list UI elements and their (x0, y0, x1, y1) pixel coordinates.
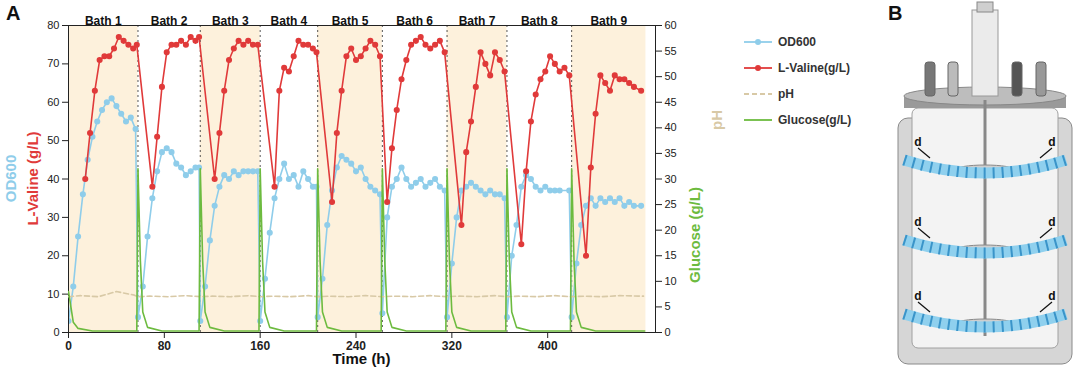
svg-text:30: 30 (665, 173, 677, 185)
svg-text:400: 400 (538, 339, 558, 353)
svg-text:Bath 6: Bath 6 (396, 14, 434, 28)
svg-text:70: 70 (47, 57, 59, 69)
svg-text:20: 20 (47, 249, 59, 261)
svg-text:80: 80 (47, 19, 59, 31)
svg-text:15: 15 (665, 249, 677, 261)
svg-text:d: d (1048, 289, 1055, 303)
svg-text:d: d (1048, 215, 1055, 229)
svg-text:Time (h): Time (h) (332, 350, 390, 367)
svg-text:Bath 8: Bath 8 (521, 14, 558, 28)
svg-text:Bath 4: Bath 4 (270, 14, 308, 28)
svg-text:d: d (914, 215, 921, 229)
svg-text:Bath 2: Bath 2 (150, 14, 188, 28)
svg-text:B: B (888, 2, 902, 24)
svg-text:25: 25 (665, 198, 677, 210)
svg-text:40: 40 (47, 173, 59, 185)
svg-text:60: 60 (47, 96, 59, 108)
svg-text:45: 45 (665, 96, 677, 108)
svg-text:0: 0 (665, 326, 671, 338)
svg-text:60: 60 (665, 19, 677, 31)
svg-text:10: 10 (47, 288, 59, 300)
svg-text:40: 40 (665, 121, 677, 133)
svg-text:80: 80 (158, 339, 172, 353)
svg-text:35: 35 (665, 147, 677, 159)
svg-text:Bath 7: Bath 7 (458, 14, 496, 28)
svg-text:Bath 5: Bath 5 (331, 14, 369, 28)
svg-text:0: 0 (53, 326, 59, 338)
svg-text:OD600: OD600 (778, 35, 816, 49)
svg-text:Bath 9: Bath 9 (590, 14, 628, 28)
svg-text:L-Valine(g/L): L-Valine(g/L) (778, 61, 850, 75)
svg-text:pH: pH (708, 110, 725, 130)
svg-text:50: 50 (665, 70, 677, 82)
svg-text:Glucose(g/L): Glucose(g/L) (778, 113, 851, 127)
svg-text:160: 160 (250, 339, 270, 353)
svg-text:5: 5 (665, 300, 671, 312)
svg-text:Bath 1: Bath 1 (84, 14, 122, 28)
svg-text:20: 20 (665, 224, 677, 236)
svg-text:OD600: OD600 (2, 155, 19, 203)
svg-text:50: 50 (47, 134, 59, 146)
svg-text:10: 10 (665, 275, 677, 287)
svg-text:Bath 3: Bath 3 (211, 14, 249, 28)
svg-text:pH: pH (778, 87, 794, 101)
svg-text:d: d (914, 289, 921, 303)
svg-text:L-Valine (g/L): L-Valine (g/L) (24, 131, 41, 225)
svg-text:55: 55 (665, 45, 677, 57)
svg-text:d: d (1048, 135, 1055, 149)
svg-text:320: 320 (442, 339, 462, 353)
svg-text:30: 30 (47, 211, 59, 223)
svg-text:0: 0 (65, 339, 72, 353)
svg-text:240: 240 (346, 339, 366, 353)
svg-text:A: A (6, 2, 20, 24)
svg-text:d: d (914, 135, 921, 149)
svg-text:Glucose (g/L): Glucose (g/L) (686, 187, 703, 283)
